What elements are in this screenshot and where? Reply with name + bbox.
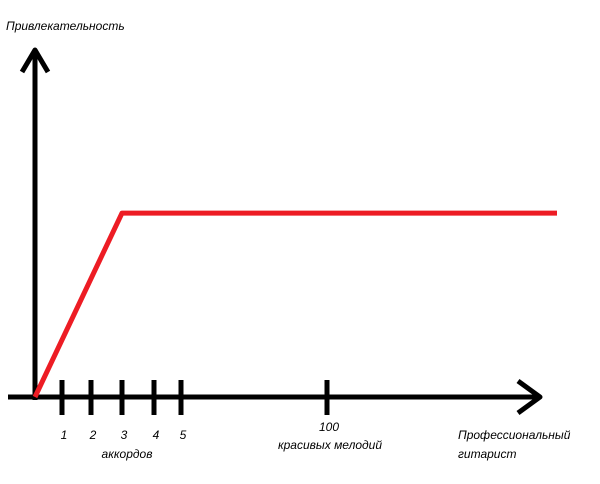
x-tick-label: 3 — [121, 428, 128, 442]
x-tick-label: 5 — [180, 428, 187, 442]
x-tick-label: 1 — [61, 428, 68, 442]
data-line — [32, 210, 557, 399]
x-axis-annotation: аккордов — [102, 447, 153, 461]
x-axis-annotation: гитарист — [458, 447, 516, 461]
x-tick-label: 2 — [89, 428, 97, 442]
y-axis-label: Привлекательность — [6, 19, 125, 33]
x-tick-label: 4 — [153, 428, 160, 442]
x-tick-label: 100 — [319, 420, 339, 434]
y-axis-arrow — [19, 47, 51, 74]
x-axis-annotation: Профессиональный — [458, 428, 571, 442]
x-axis-arrow — [516, 378, 543, 416]
x-axis-annotation: красивых мелодий — [278, 438, 382, 452]
